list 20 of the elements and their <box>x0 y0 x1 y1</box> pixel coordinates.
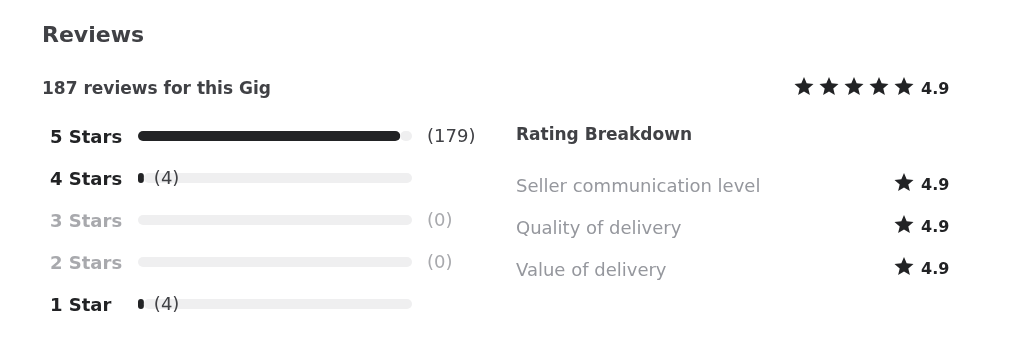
y-tick-label: 5 Stars <box>50 126 123 147</box>
data-label: (179) <box>427 125 476 146</box>
text: 4.9 <box>921 79 950 98</box>
text: Seller communication level <box>516 175 761 196</box>
y-tick-label: 2 Stars <box>50 252 123 273</box>
chart-title: Reviews <box>42 22 145 47</box>
data-label: (0) <box>427 209 453 230</box>
y-tick-label: 4 Stars <box>50 168 123 189</box>
chart-subtitle: 187 reviews for this Gig <box>42 78 271 98</box>
y-tick-label: 3 Stars <box>50 210 123 231</box>
text: 4.9 <box>921 175 950 194</box>
data-label: (0) <box>427 251 453 272</box>
text: Value of delivery <box>516 259 667 280</box>
text: 4.9 <box>921 217 950 236</box>
data-label: (4) <box>153 167 180 188</box>
text: 4.9 <box>921 259 950 278</box>
text: Rating Breakdown <box>516 124 693 144</box>
data-label: (4) <box>153 293 180 314</box>
y-tick-label: 1 Star <box>50 294 112 315</box>
text: Quality of delivery <box>516 217 682 238</box>
